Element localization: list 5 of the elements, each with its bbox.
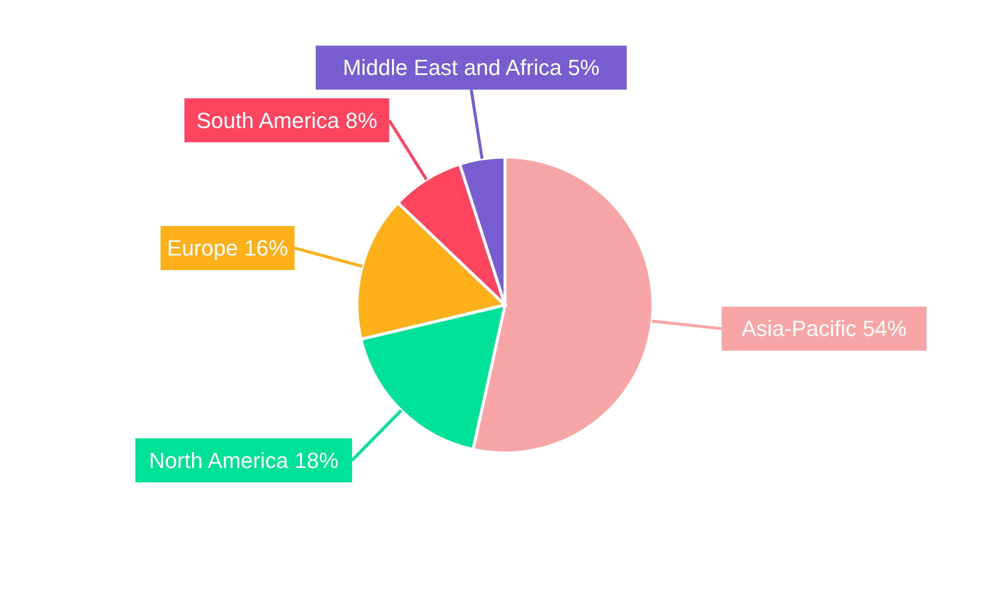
slice-label: Europe 16% <box>167 236 288 261</box>
slice-label: Asia-Pacific 54% <box>742 316 907 342</box>
slice-label: South America 8% <box>196 108 378 133</box>
slice-label: Middle East and Africa 5% <box>342 55 600 80</box>
slice-label: North America 18% <box>148 448 339 473</box>
